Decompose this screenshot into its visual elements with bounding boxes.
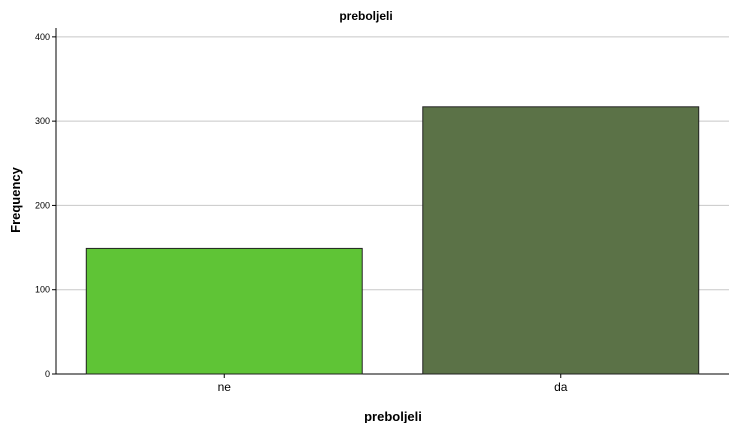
- y-tick-label: 200: [35, 200, 50, 210]
- bar-ne: [85, 247, 363, 375]
- x-tick-label: ne: [218, 380, 232, 394]
- y-tick-label: 100: [35, 285, 50, 295]
- bar-da: [422, 106, 700, 375]
- y-tick-label: 400: [35, 32, 50, 42]
- y-axis-label: Frequency: [8, 166, 23, 233]
- x-axis-label: preboljeli: [364, 409, 422, 423]
- y-tick-label: 0: [45, 369, 50, 379]
- x-tick-label: da: [554, 380, 568, 394]
- y-tick-label: 300: [35, 116, 50, 126]
- chart-title: preboljeli: [339, 9, 392, 23]
